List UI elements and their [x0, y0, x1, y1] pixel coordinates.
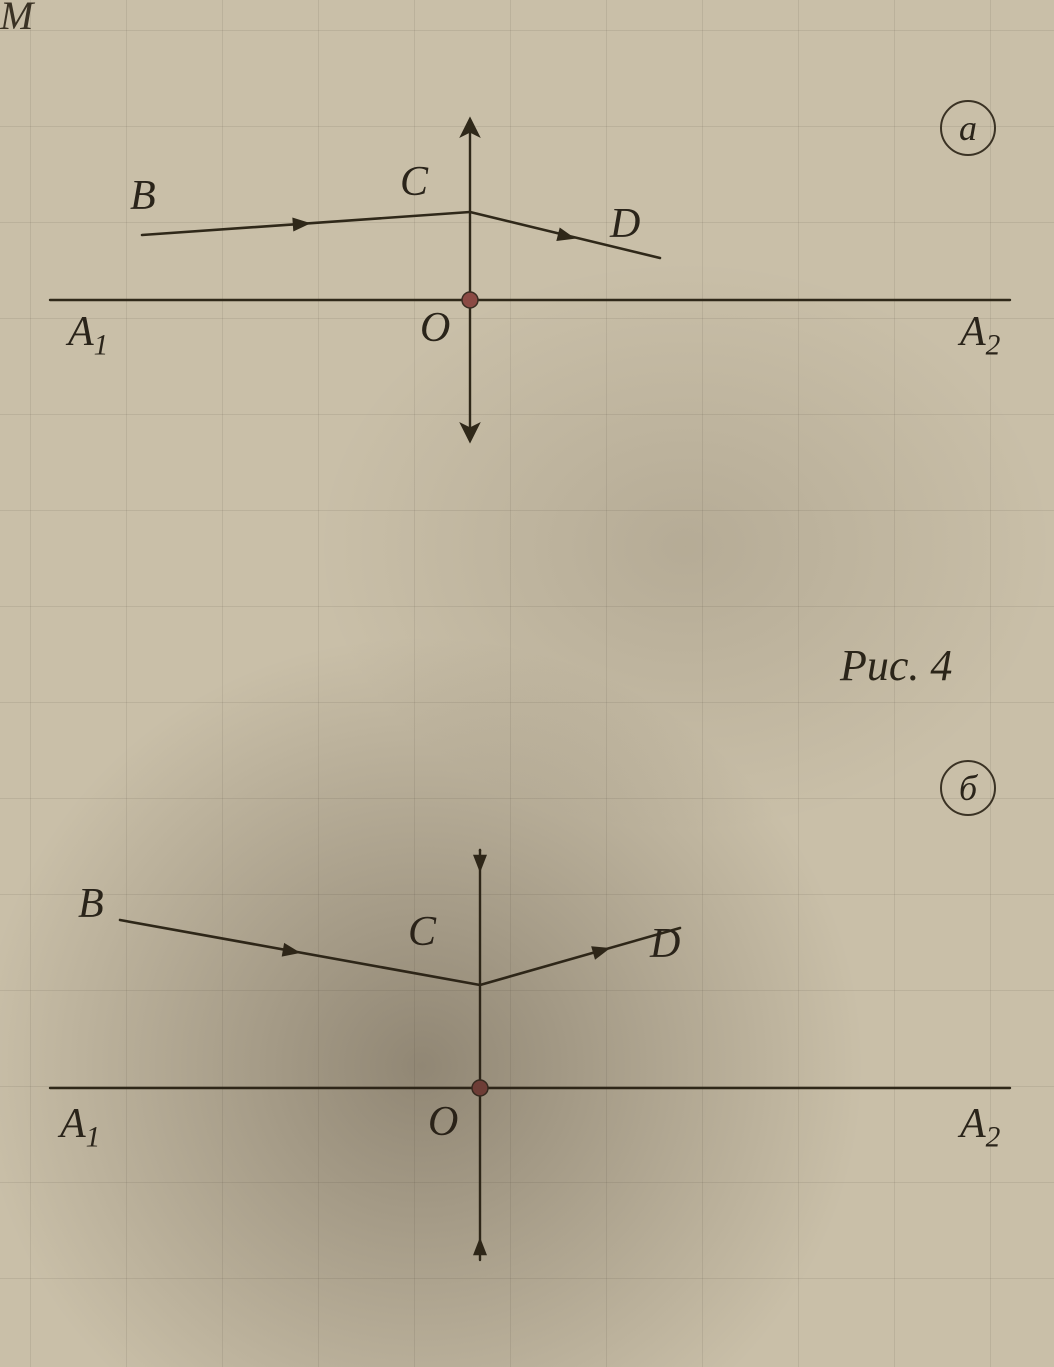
- label-b-A2: A2: [960, 1100, 1000, 1154]
- figure-caption: Рис. 4: [840, 640, 952, 691]
- label-a-A2: A2: [960, 308, 1000, 362]
- label-a-O: O: [420, 304, 450, 352]
- page-corner-letter: М: [0, 0, 33, 39]
- label-b-A1: A1: [60, 1100, 100, 1154]
- label-b-O: O: [428, 1098, 458, 1146]
- subfigure-badge-a: а: [940, 100, 996, 156]
- label-a-B: B: [130, 172, 156, 220]
- subfigure-badge-a-text: а: [959, 107, 977, 149]
- subfigure-badge-b-text: б: [959, 767, 977, 809]
- label-b-C: C: [408, 908, 436, 956]
- label-b-D: D: [650, 920, 680, 968]
- label-a-D: D: [610, 200, 640, 248]
- subfigure-badge-b: б: [940, 760, 996, 816]
- label-a-A1: A1: [68, 308, 108, 362]
- label-b-B: B: [78, 880, 104, 928]
- label-a-C: C: [400, 158, 428, 206]
